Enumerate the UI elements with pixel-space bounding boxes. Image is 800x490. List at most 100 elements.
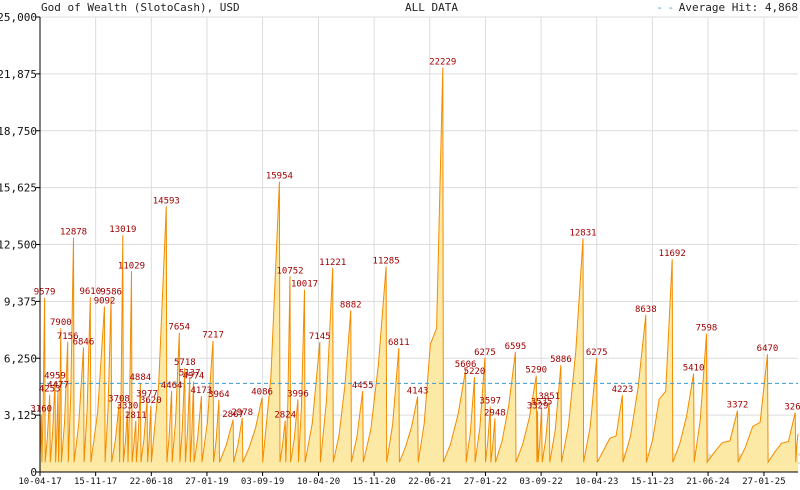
peak-label: 3266 <box>784 403 800 413</box>
x-tick-label: 27-01-25 <box>742 477 785 487</box>
peak-label: 4173 <box>191 386 213 396</box>
peak-label: 6595 <box>505 342 527 352</box>
peak-label: 4455 <box>352 381 374 391</box>
average-legend-label: Average Hit: 4,868 <box>678 1 798 14</box>
peak-label: 3160 <box>30 404 52 414</box>
x-tick-label: 22-06-21 <box>408 477 451 487</box>
peak-label: 7654 <box>168 323 190 333</box>
peak-label: 3977 <box>136 390 158 400</box>
peak-label: 5886 <box>550 355 572 365</box>
peak-label: 7156 <box>57 332 79 342</box>
x-tick-label: 15-11-17 <box>74 477 117 487</box>
peak-label: 4974 <box>183 371 205 381</box>
x-tick-label: 27-01-19 <box>185 477 228 487</box>
peak-label: 5718 <box>174 358 196 368</box>
x-tick-label: 22-06-18 <box>130 477 173 487</box>
peak-label: 12831 <box>569 228 596 238</box>
peak-label: 11221 <box>319 258 346 268</box>
peak-label: 9610 <box>79 287 101 297</box>
peak-label: 14593 <box>153 196 180 206</box>
peak-label: 3851 <box>538 392 560 402</box>
y-tick-label: 9,375 <box>4 295 37 308</box>
peak-label: 3329 <box>527 401 549 411</box>
peak-label: 4086 <box>251 388 273 398</box>
peak-label: 2824 <box>274 411 296 421</box>
peak-label: 3372 <box>727 401 749 411</box>
peak-label: 22229 <box>429 57 456 67</box>
peak-label: 3535 <box>531 398 553 408</box>
peak-label: 7900 <box>50 318 72 328</box>
peak-label: 7598 <box>696 324 718 334</box>
peak-label: 5137 <box>179 369 201 379</box>
jackpot-line <box>39 67 799 464</box>
peak-label: 7145 <box>309 332 331 342</box>
peak-label: 5606 <box>455 360 477 370</box>
peak-label: 3996 <box>287 389 309 399</box>
peak-label: 9092 <box>94 297 116 307</box>
y-tick-label: 12,500 <box>0 239 37 252</box>
x-tick-label: 27-01-22 <box>464 477 507 487</box>
peak-label: 5410 <box>683 364 705 374</box>
peak-label: 2978 <box>231 408 253 418</box>
average-legend: - - Average Hit: 4,868 <box>656 1 798 14</box>
peak-label: 15954 <box>266 172 293 182</box>
peak-label: 6275 <box>586 348 608 358</box>
y-tick-label: 21,875 <box>0 68 37 81</box>
peak-label: 4253 <box>39 385 61 395</box>
grid <box>39 16 798 472</box>
peak-label: 3708 <box>108 395 130 405</box>
peak-label: 3330 <box>117 401 139 411</box>
average-legend-line-icon: - - <box>656 1 679 14</box>
peak-label: 8638 <box>635 305 657 315</box>
peak-label: 2811 <box>125 411 147 421</box>
y-tick-label: 3,125 <box>4 409 37 422</box>
peak-label: 4223 <box>612 385 634 395</box>
peak-label: 11029 <box>118 261 145 271</box>
peak-label: 5220 <box>464 367 486 377</box>
x-tick-label: 21-06-24 <box>686 477 729 487</box>
y-axis: 0 3,125 6,250 9,375 12,500 15,625 18,750 21,875… <box>0 11 40 479</box>
range-label: ALL DATA <box>405 1 458 14</box>
peak-label: 4959 <box>44 372 66 382</box>
peak-label: 6846 <box>73 337 95 347</box>
y-tick-label: 6,250 <box>4 352 37 365</box>
peak-label: 6470 <box>757 344 779 354</box>
chart-title: God of Wealth (SlotoCash), USD <box>41 1 240 14</box>
x-axis: 10-04-17 15-11-17 22-06-18 27-01-19 03-09-19… <box>18 472 786 487</box>
peak-label: 3597 <box>479 397 501 407</box>
peak-label: 10017 <box>291 280 318 290</box>
y-tick-label: 18,750 <box>0 125 37 138</box>
x-tick-label: 15-11-20 <box>352 477 395 487</box>
x-tick-label: 10-04-20 <box>297 477 340 487</box>
peak-label: 4143 <box>407 387 429 397</box>
peak-label: 11285 <box>373 257 400 267</box>
peak-label: 12878 <box>60 228 87 238</box>
peak-label: 8882 <box>340 300 362 310</box>
peak-label: 2948 <box>484 408 506 418</box>
peak-label: 4884 <box>130 373 152 383</box>
peak-label: 13019 <box>109 225 136 235</box>
x-tick-label: 10-04-17 <box>18 477 61 487</box>
peak-label: 7217 <box>202 331 224 341</box>
peak-label: 6275 <box>474 348 496 358</box>
jackpot-area <box>40 67 798 473</box>
x-tick-label: 15-11-23 <box>631 477 674 487</box>
peak-label: 9579 <box>34 288 56 298</box>
peak-label: 3964 <box>208 390 230 400</box>
y-tick-label: 15,625 <box>0 182 37 195</box>
peak-label: 6811 <box>388 338 410 348</box>
y-tick-label: 0 <box>30 466 37 479</box>
peak-label: 2867 <box>222 410 244 420</box>
peak-label: 11692 <box>659 249 686 259</box>
y-tick-label: 25,000 <box>0 11 37 24</box>
peak-label: 5290 <box>525 366 547 376</box>
x-tick-label: 10-04-23 <box>575 477 618 487</box>
peak-label: 10752 <box>276 266 303 276</box>
x-tick-label: 03-09-22 <box>519 477 562 487</box>
peak-label: 3620 <box>140 396 162 406</box>
peak-label: 4464 <box>161 381 183 391</box>
x-tick-label: 03-09-19 <box>241 477 284 487</box>
peak-label: 9586 <box>100 288 122 298</box>
